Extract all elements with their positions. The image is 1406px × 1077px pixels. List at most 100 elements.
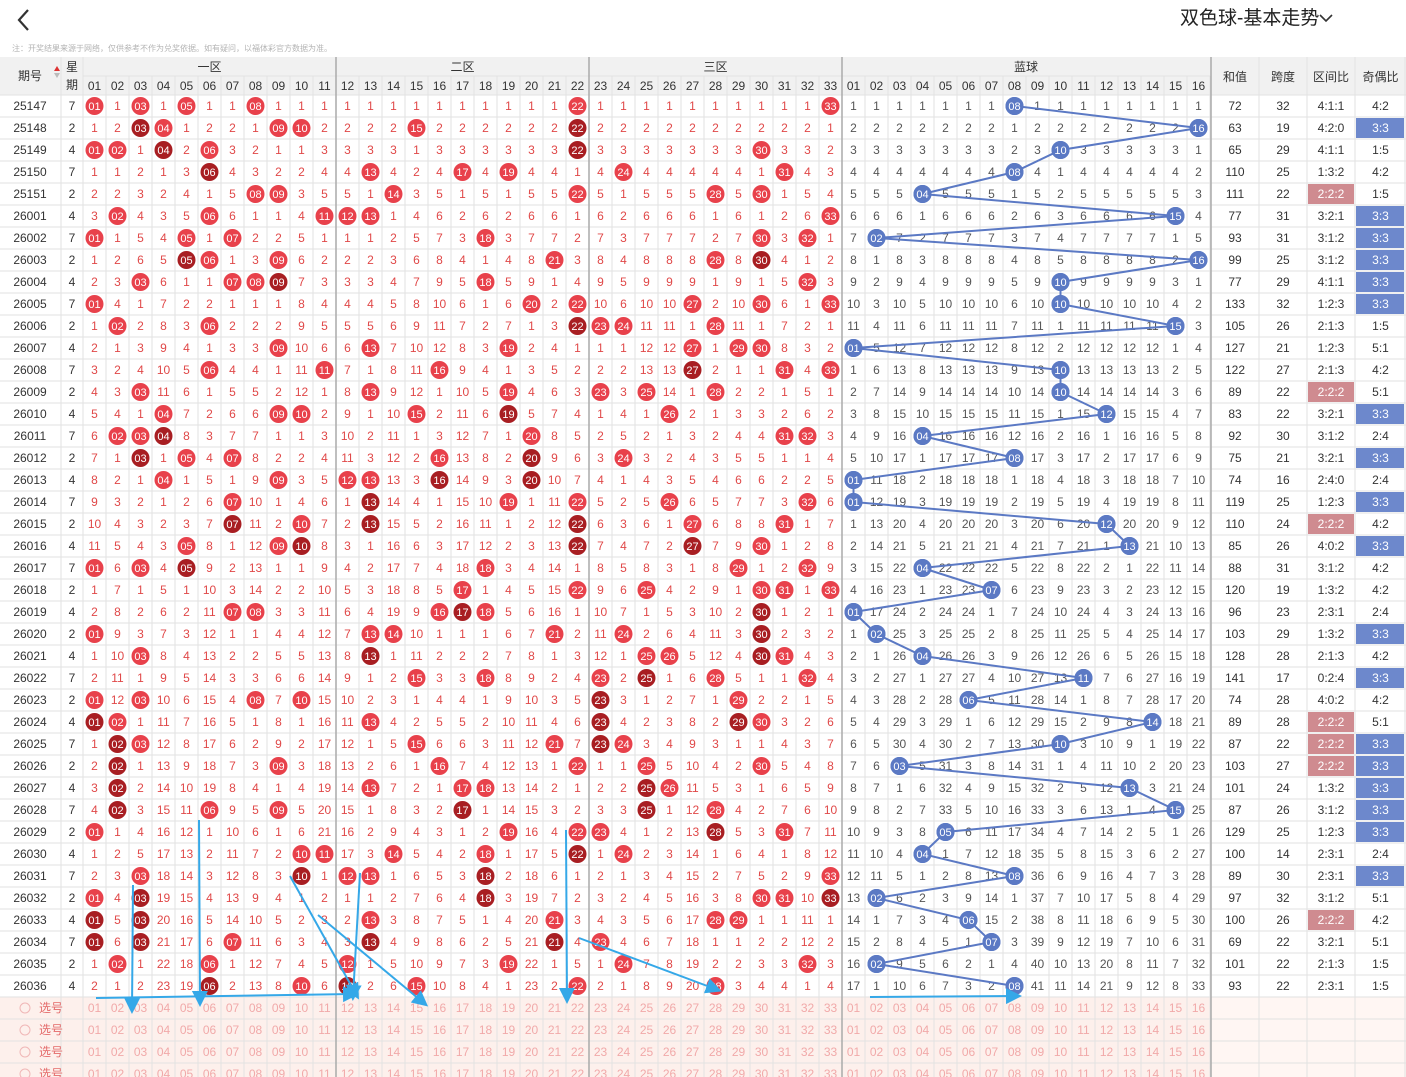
pick-red-22[interactable]: 22: [571, 1067, 585, 1077]
pick-blue-06[interactable]: 06: [962, 1001, 976, 1015]
pick-red-10[interactable]: 10: [295, 1023, 309, 1037]
pick-red-19[interactable]: 19: [502, 1067, 516, 1077]
pick-red-13[interactable]: 13: [364, 1023, 378, 1037]
pick-red-06[interactable]: 06: [203, 1045, 217, 1059]
pick-blue-10[interactable]: 10: [1054, 1067, 1068, 1077]
pick-red-17[interactable]: 17: [456, 1001, 470, 1015]
pick-red-09[interactable]: 09: [272, 1001, 286, 1015]
pick-red-09[interactable]: 09: [272, 1045, 286, 1059]
pick-blue-07[interactable]: 07: [985, 1001, 999, 1015]
pick-red-04[interactable]: 04: [157, 1067, 171, 1077]
pick-red-31[interactable]: 31: [778, 1067, 792, 1077]
pick-red-24[interactable]: 24: [617, 1023, 631, 1037]
pick-blue-05[interactable]: 05: [939, 1045, 953, 1059]
pick-red-11[interactable]: 11: [318, 1001, 331, 1015]
pick-red-04[interactable]: 04: [157, 1045, 171, 1059]
pick-red-20[interactable]: 20: [525, 1023, 539, 1037]
pick-blue-03[interactable]: 03: [893, 1045, 907, 1059]
pick-label[interactable]: 选号: [39, 1023, 63, 1037]
pick-blue-02[interactable]: 02: [870, 1067, 884, 1077]
pick-red-29[interactable]: 29: [732, 1001, 746, 1015]
pick-red-12[interactable]: 12: [341, 1067, 355, 1077]
pick-red-14[interactable]: 14: [387, 1023, 401, 1037]
pick-red-33[interactable]: 33: [824, 1023, 838, 1037]
pick-blue-01[interactable]: 01: [847, 1023, 861, 1037]
header-issue[interactable]: 期号: [18, 69, 42, 83]
pick-blue-02[interactable]: 02: [870, 1023, 884, 1037]
pick-red-08[interactable]: 08: [249, 1045, 263, 1059]
pick-blue-11[interactable]: 11: [1077, 1067, 1090, 1077]
pick-red-23[interactable]: 23: [594, 1001, 608, 1015]
pick-blue-01[interactable]: 01: [847, 1001, 861, 1015]
pick-label[interactable]: 选号: [39, 1045, 63, 1059]
pick-red-09[interactable]: 09: [272, 1067, 286, 1077]
pick-blue-06[interactable]: 06: [962, 1045, 976, 1059]
pick-red-15[interactable]: 15: [410, 1045, 424, 1059]
pick-red-23[interactable]: 23: [594, 1067, 608, 1077]
pick-red-17[interactable]: 17: [456, 1045, 470, 1059]
pick-blue-09[interactable]: 09: [1031, 1023, 1045, 1037]
pick-red-18[interactable]: 18: [479, 1023, 493, 1037]
pick-blue-05[interactable]: 05: [939, 1001, 953, 1015]
pick-red-01[interactable]: 01: [88, 1023, 102, 1037]
pick-red-20[interactable]: 20: [525, 1045, 539, 1059]
pick-red-33[interactable]: 33: [824, 1067, 838, 1077]
pick-red-07[interactable]: 07: [226, 1001, 240, 1015]
pick-blue-13[interactable]: 13: [1123, 1045, 1137, 1059]
pick-blue-04[interactable]: 04: [916, 1045, 930, 1059]
pick-red-05[interactable]: 05: [180, 1001, 194, 1015]
pick-red-22[interactable]: 22: [571, 1001, 585, 1015]
pick-red-01[interactable]: 01: [88, 1001, 102, 1015]
pick-red-16[interactable]: 16: [433, 1023, 447, 1037]
pick-blue-02[interactable]: 02: [870, 1001, 884, 1015]
pick-red-32[interactable]: 32: [801, 1045, 815, 1059]
pick-blue-12[interactable]: 12: [1100, 1023, 1114, 1037]
pick-red-10[interactable]: 10: [295, 1045, 309, 1059]
pick-red-12[interactable]: 12: [341, 1023, 355, 1037]
page-title[interactable]: 双色球-基本走势: [1180, 8, 1320, 29]
pick-blue-12[interactable]: 12: [1100, 1001, 1114, 1015]
pick-blue-11[interactable]: 11: [1077, 1001, 1090, 1015]
sort-up-icon[interactable]: [54, 66, 60, 71]
pick-red-01[interactable]: 01: [88, 1067, 102, 1077]
pick-red-31[interactable]: 31: [778, 1045, 792, 1059]
pick-blue-10[interactable]: 10: [1054, 1045, 1068, 1059]
pick-blue-09[interactable]: 09: [1031, 1001, 1045, 1015]
pick-blue-06[interactable]: 06: [962, 1067, 976, 1077]
pick-red-30[interactable]: 30: [755, 1067, 769, 1077]
pick-blue-01[interactable]: 01: [847, 1067, 861, 1077]
pick-red-02[interactable]: 02: [111, 1023, 125, 1037]
pick-red-16[interactable]: 16: [433, 1045, 447, 1059]
pick-red-10[interactable]: 10: [295, 1067, 309, 1077]
pick-blue-15[interactable]: 15: [1169, 1045, 1183, 1059]
pick-red-24[interactable]: 24: [617, 1001, 631, 1015]
pick-blue-02[interactable]: 02: [870, 1045, 884, 1059]
pick-red-08[interactable]: 08: [249, 1001, 263, 1015]
pick-red-03[interactable]: 03: [134, 1001, 148, 1015]
pick-red-04[interactable]: 04: [157, 1023, 171, 1037]
pick-blue-15[interactable]: 15: [1169, 1067, 1183, 1077]
pick-red-07[interactable]: 07: [226, 1023, 240, 1037]
pick-red-33[interactable]: 33: [824, 1001, 838, 1015]
pick-red-18[interactable]: 18: [479, 1045, 493, 1059]
pick-red-10[interactable]: 10: [295, 1001, 309, 1015]
pick-red-05[interactable]: 05: [180, 1023, 194, 1037]
pick-red-03[interactable]: 03: [134, 1023, 148, 1037]
pick-red-13[interactable]: 13: [364, 1045, 378, 1059]
sort-down-icon[interactable]: [54, 73, 60, 78]
pick-blue-15[interactable]: 15: [1169, 1023, 1183, 1037]
pick-red-11[interactable]: 11: [318, 1023, 331, 1037]
pick-blue-01[interactable]: 01: [847, 1045, 861, 1059]
pick-red-11[interactable]: 11: [318, 1067, 331, 1077]
pick-blue-03[interactable]: 03: [893, 1023, 907, 1037]
pick-red-21[interactable]: 21: [548, 1001, 562, 1015]
back-arrow-icon[interactable]: [12, 6, 36, 34]
pick-red-33[interactable]: 33: [824, 1045, 838, 1059]
pick-red-01[interactable]: 01: [88, 1045, 102, 1059]
pick-red-23[interactable]: 23: [594, 1023, 608, 1037]
pick-blue-05[interactable]: 05: [939, 1067, 953, 1077]
pick-blue-05[interactable]: 05: [939, 1023, 953, 1037]
pick-red-27[interactable]: 27: [686, 1001, 700, 1015]
pick-red-19[interactable]: 19: [502, 1001, 516, 1015]
pick-red-15[interactable]: 15: [410, 1023, 424, 1037]
